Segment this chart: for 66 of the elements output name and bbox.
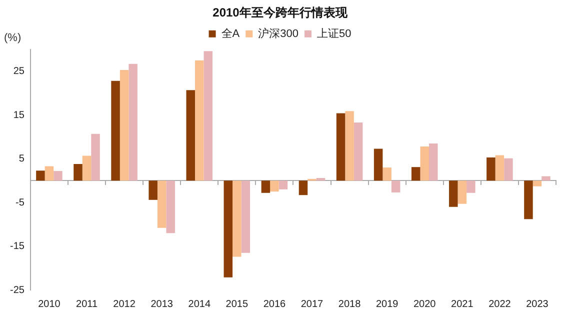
y-tick-label: -25 [10, 284, 25, 296]
x-tick-label: 2010 [38, 298, 61, 310]
bar [54, 171, 62, 181]
legend-label: 全A [221, 28, 240, 40]
bar [354, 122, 363, 181]
bar [270, 180, 279, 192]
y-tick-label: -5 [16, 197, 25, 208]
y-tick-label: 15 [13, 110, 25, 121]
y-tick-label: 25 [13, 66, 25, 78]
bar [44, 166, 54, 181]
bar [382, 168, 392, 181]
bar [428, 143, 438, 181]
x-tick-label: 2017 [300, 298, 324, 310]
bar [391, 180, 400, 192]
bar [420, 146, 429, 181]
x-tick-label: 2014 [188, 298, 211, 310]
x-tick-label: 2016 [263, 298, 286, 310]
bar [411, 167, 420, 181]
bar [336, 113, 346, 181]
bar [449, 180, 458, 207]
bar [91, 134, 100, 181]
bar [466, 180, 476, 193]
bar [495, 155, 504, 181]
bar [278, 180, 288, 190]
bar [524, 180, 533, 220]
bar [204, 51, 213, 181]
bar [345, 111, 354, 181]
bar [74, 164, 82, 181]
legend-label: 沪深300 [258, 26, 298, 40]
y-axis-title: (%) [4, 32, 22, 44]
bar [374, 148, 383, 181]
bar [542, 176, 550, 181]
bar [166, 180, 175, 234]
legend-label: 上证50 [316, 26, 352, 40]
x-tick-label: 2015 [226, 298, 248, 310]
x-tick-label: 2011 [76, 298, 98, 310]
x-tick-label: 2020 [413, 298, 436, 310]
bar [36, 170, 45, 181]
bar [241, 180, 250, 253]
bar [224, 180, 233, 278]
chart-title: 2010年至今跨年行情表现 [212, 6, 348, 20]
bar [82, 156, 92, 181]
bar [120, 70, 129, 181]
x-tick-label: 2022 [488, 298, 512, 310]
bar [111, 80, 120, 181]
bar [458, 180, 467, 204]
bar [157, 180, 166, 228]
x-tick-label: 2013 [150, 298, 174, 310]
bar [486, 157, 496, 181]
bar [186, 90, 195, 181]
bar [316, 178, 326, 181]
x-tick-label: 2021 [451, 298, 474, 310]
bar [232, 180, 242, 257]
bar [148, 180, 158, 200]
bar [532, 180, 542, 186]
x-tick-label: 2023 [526, 298, 549, 310]
x-tick-label: 2018 [338, 298, 362, 310]
bar [128, 64, 138, 181]
y-tick-label: -15 [10, 241, 25, 252]
bar [195, 60, 204, 181]
y-tick-label: 5 [18, 154, 25, 165]
bar [298, 180, 308, 196]
bar [504, 158, 513, 181]
bar [261, 180, 270, 193]
x-tick-label: 2012 [113, 298, 136, 310]
x-tick-label: 2019 [376, 298, 399, 310]
